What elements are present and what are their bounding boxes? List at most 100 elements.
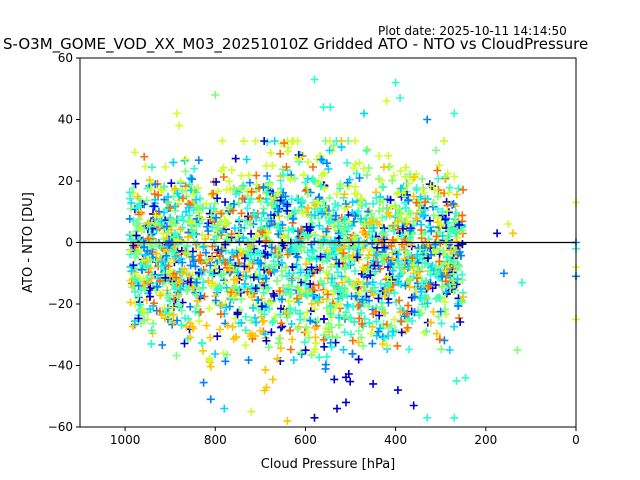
data-point	[137, 286, 145, 294]
data-point	[274, 189, 283, 198]
data-point	[499, 269, 508, 278]
data-point	[284, 281, 293, 290]
data-point	[286, 175, 295, 184]
data-point	[155, 277, 164, 285]
data-point	[263, 250, 272, 259]
data-point	[421, 206, 430, 215]
data-point	[144, 286, 153, 294]
data-point	[326, 103, 335, 112]
data-point	[420, 328, 429, 337]
data-point	[306, 213, 315, 222]
data-point	[297, 246, 306, 255]
data-point	[156, 291, 165, 300]
data-point	[403, 323, 412, 332]
data-point	[310, 211, 319, 220]
data-point	[278, 239, 287, 248]
data-point	[406, 226, 414, 235]
data-point	[212, 177, 221, 186]
data-point	[289, 269, 298, 278]
data-point	[424, 239, 432, 248]
data-point	[146, 284, 155, 293]
data-point	[335, 313, 344, 322]
data-point	[394, 277, 403, 286]
data-point	[456, 318, 465, 326]
data-point	[320, 169, 329, 178]
data-point	[455, 220, 464, 229]
data-point	[340, 284, 349, 293]
data-point	[422, 276, 430, 285]
data-point	[294, 274, 303, 283]
data-point	[329, 141, 338, 150]
data-point	[274, 243, 283, 252]
data-point	[237, 209, 246, 218]
data-point	[339, 312, 348, 321]
data-point	[254, 296, 263, 305]
data-point	[166, 203, 175, 212]
data-point	[263, 172, 272, 180]
y-tick-label: −40	[48, 359, 73, 373]
data-point	[205, 304, 214, 313]
data-point	[241, 326, 250, 335]
data-point	[158, 258, 167, 266]
data-point	[404, 179, 412, 188]
data-point	[274, 222, 283, 231]
data-point	[196, 194, 204, 203]
data-point	[284, 233, 293, 242]
data-point	[186, 319, 195, 328]
data-point	[243, 204, 252, 213]
data-point	[335, 245, 344, 254]
data-point	[167, 179, 176, 188]
data-point	[199, 278, 208, 287]
data-point	[405, 345, 414, 354]
data-point	[175, 121, 184, 130]
data-point	[396, 94, 405, 102]
data-point	[401, 163, 410, 172]
data-point	[426, 318, 435, 327]
data-point	[432, 146, 440, 155]
data-point	[184, 203, 193, 212]
data-point	[335, 259, 343, 268]
data-point	[274, 207, 283, 216]
data-points	[125, 75, 580, 425]
data-point	[256, 259, 265, 268]
y-tick-label: 0	[65, 236, 73, 250]
data-point	[438, 207, 447, 216]
data-point	[206, 362, 215, 371]
data-point	[296, 315, 305, 324]
data-point	[237, 318, 246, 327]
data-point	[302, 260, 311, 269]
data-point	[290, 174, 299, 183]
data-point	[136, 300, 145, 309]
data-point	[441, 215, 450, 224]
data-point	[416, 245, 425, 254]
data-point	[420, 189, 429, 197]
data-point	[388, 331, 397, 340]
data-point	[187, 175, 196, 184]
data-point	[232, 333, 241, 342]
data-point	[298, 286, 307, 295]
data-point	[245, 178, 254, 187]
data-point	[412, 214, 421, 223]
data-point	[440, 294, 449, 302]
data-point	[171, 229, 179, 238]
data-point	[200, 292, 209, 301]
data-point	[227, 166, 236, 175]
data-point	[415, 267, 424, 276]
data-point	[229, 293, 238, 302]
data-point	[387, 321, 396, 330]
data-point	[293, 252, 302, 261]
data-point	[146, 292, 154, 301]
data-point	[263, 198, 272, 207]
data-point	[325, 146, 334, 155]
data-point	[131, 179, 140, 188]
data-point	[277, 258, 286, 267]
data-point	[432, 262, 441, 271]
data-point	[141, 285, 150, 294]
data-point	[196, 256, 205, 265]
data-point	[291, 247, 299, 256]
data-point	[194, 212, 203, 221]
data-point	[369, 224, 378, 232]
data-point	[267, 298, 276, 307]
data-point	[380, 292, 389, 301]
data-point	[162, 251, 171, 260]
